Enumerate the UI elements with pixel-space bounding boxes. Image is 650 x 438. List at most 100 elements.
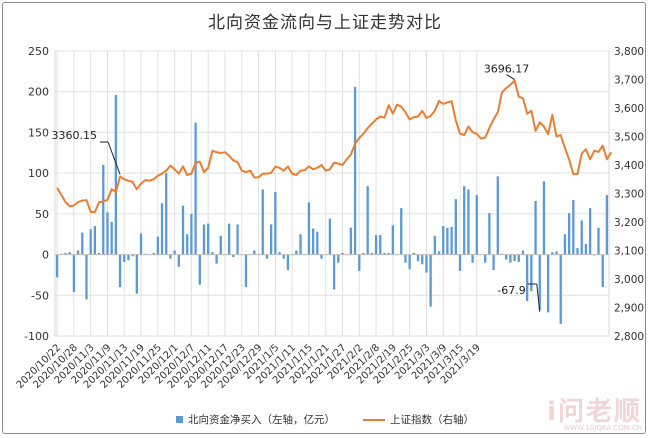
bar [320, 254, 323, 259]
bar [123, 254, 126, 262]
bar [253, 250, 256, 255]
bar [97, 252, 101, 255]
bar [118, 254, 122, 288]
bar [81, 232, 84, 255]
right-tick-label: 2,900 [614, 303, 644, 315]
bar [353, 86, 357, 255]
left-axis-ticks: 250 200 150 100 50 0 -50 -100 [24, 45, 49, 343]
bar [534, 200, 537, 255]
bar [509, 254, 512, 263]
bar [559, 254, 562, 324]
legend: 北向资金净买入（左轴，亿元） 上证指数（右轴） [0, 412, 650, 427]
grid-lines [54, 50, 610, 337]
bar [530, 254, 533, 292]
bar [580, 220, 583, 255]
bar [542, 181, 546, 255]
watermark-logo: i问老顺 WWW.10JQKA.COM.CN [547, 391, 642, 432]
watermark-brand: i问老顺 [547, 397, 642, 427]
bar [467, 189, 470, 255]
bar [232, 254, 235, 258]
bar [576, 248, 579, 255]
bar [408, 254, 411, 270]
bar [68, 252, 71, 255]
bar [387, 252, 390, 255]
bar [282, 254, 285, 259]
annotations: 3360.15 3696.17 -67.9 [52, 63, 541, 312]
bar [169, 254, 172, 259]
bar [563, 234, 567, 255]
bar-series [55, 86, 609, 324]
bar [458, 254, 462, 271]
bar [517, 254, 520, 262]
bar [219, 235, 222, 255]
bar [165, 173, 168, 255]
bar [286, 254, 290, 271]
bar [416, 254, 420, 262]
bar [307, 202, 311, 255]
bar [72, 254, 76, 293]
bar [274, 191, 277, 255]
legend-line-label: 上证指数（右轴） [390, 414, 474, 426]
bar [269, 224, 273, 255]
bar [106, 212, 109, 255]
bar [588, 208, 592, 255]
right-tick-label: 3,300 [614, 189, 644, 201]
right-tick-label: 3,000 [614, 274, 644, 286]
bar [437, 251, 441, 255]
bar [492, 254, 495, 271]
legend-line-swatch [363, 418, 385, 421]
bar [261, 189, 264, 255]
bar [475, 195, 478, 255]
bar [131, 254, 134, 257]
line-series [56, 79, 612, 213]
right-tick-label: 2,800 [614, 331, 644, 343]
chart-frame [2, 2, 646, 434]
x-axis-ticks: 2020/10/222020/10/282020/11/32020/11/920… [15, 342, 483, 391]
bar [139, 233, 143, 255]
bar [555, 251, 558, 255]
bar [299, 234, 302, 255]
left-tick-label: -50 [31, 289, 49, 302]
left-tick-label: 150 [28, 126, 49, 139]
plot-area-border [54, 50, 610, 337]
bar [190, 213, 193, 255]
legend-item-line[interactable]: 上证指数（右轴） [363, 412, 474, 427]
left-tick-label: 50 [35, 208, 49, 221]
bar [202, 224, 206, 255]
bar [76, 250, 80, 255]
right-tick-label: 3,100 [614, 246, 644, 258]
annotation-max-label: 3360.15 [52, 129, 98, 142]
annotation-leader [536, 283, 541, 312]
bar [374, 235, 378, 255]
bar [311, 228, 315, 255]
bar [173, 250, 176, 255]
bar [370, 252, 374, 255]
bar [198, 254, 201, 285]
bar [433, 235, 436, 255]
bar [412, 252, 415, 255]
right-tick-label: 3,800 [614, 46, 644, 58]
bar [328, 218, 332, 255]
legend-item-bars[interactable]: 北向资金净买入（左轴，亿元） [176, 412, 335, 427]
left-tick-label: 100 [28, 167, 49, 180]
bar [194, 122, 197, 255]
bar [244, 254, 248, 288]
left-tick-label: -100 [24, 330, 49, 343]
bar [177, 254, 180, 267]
bar [446, 227, 449, 255]
right-axis-ticks: 3,800 3,700 3,600 3,500 3,400 3,300 3,200 3,100… [614, 46, 644, 343]
bar [546, 254, 550, 313]
bar [114, 94, 118, 255]
bar [110, 222, 113, 255]
bar [358, 254, 361, 271]
bar [400, 208, 403, 255]
bar [265, 254, 269, 259]
left-tick-label: 250 [28, 45, 49, 58]
bar [471, 254, 474, 263]
bar [93, 226, 97, 255]
bar [316, 231, 319, 255]
bar [156, 236, 159, 255]
bar [366, 186, 369, 255]
bar [383, 252, 386, 255]
